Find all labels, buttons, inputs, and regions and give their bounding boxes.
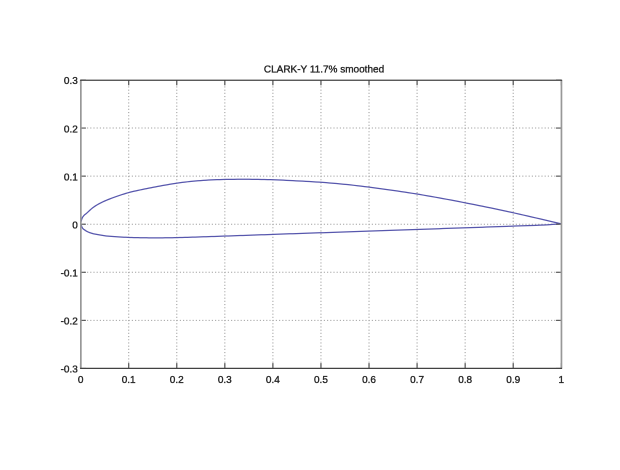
- svg-text:0.8: 0.8: [458, 375, 472, 386]
- svg-text:0.4: 0.4: [266, 375, 280, 386]
- svg-text:0.1: 0.1: [122, 375, 136, 386]
- svg-text:0: 0: [78, 375, 84, 386]
- svg-text:0.2: 0.2: [64, 124, 78, 135]
- svg-text:0.1: 0.1: [64, 172, 78, 183]
- svg-text:0.2: 0.2: [170, 375, 184, 386]
- svg-text:0: 0: [72, 220, 78, 231]
- svg-text:1: 1: [559, 375, 565, 386]
- svg-text:0.3: 0.3: [218, 375, 232, 386]
- svg-text:-0.1: -0.1: [61, 268, 79, 279]
- svg-text:0.9: 0.9: [506, 375, 520, 386]
- svg-text:0.3: 0.3: [64, 76, 78, 87]
- svg-text:-0.2: -0.2: [61, 317, 79, 328]
- svg-text:-0.3: -0.3: [61, 365, 79, 376]
- svg-text:CLARK-Y 11.7% smoothed: CLARK-Y 11.7% smoothed: [264, 64, 384, 75]
- svg-text:0.5: 0.5: [314, 375, 328, 386]
- svg-text:0.7: 0.7: [410, 375, 424, 386]
- svg-text:0.6: 0.6: [362, 375, 376, 386]
